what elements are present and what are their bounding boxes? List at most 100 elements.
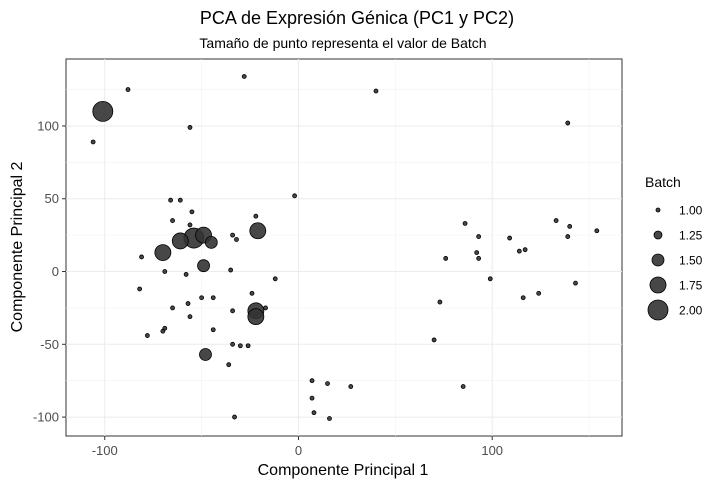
data-point: [507, 235, 513, 241]
data-point: [567, 223, 573, 229]
y-axis-ticks: -100 -50 0 50 100: [33, 118, 66, 425]
legend-title: Batch: [645, 174, 681, 190]
data-point: [210, 295, 216, 301]
y-tick-label: 0: [52, 264, 59, 279]
data-point: [245, 343, 251, 349]
data-point: [348, 384, 354, 389]
data-point: [325, 381, 330, 386]
data-point: [241, 74, 247, 79]
data-point: [228, 267, 234, 273]
data-point: [522, 247, 528, 253]
x-tick-label: 100: [481, 443, 503, 458]
data-point: [460, 384, 466, 389]
data-point: [373, 88, 379, 94]
data-points: [90, 74, 600, 421]
data-point: [516, 248, 522, 254]
data-point: [565, 234, 571, 239]
data-point: [187, 125, 193, 130]
data-point: [237, 343, 243, 349]
data-point: [160, 328, 166, 334]
data-point: [253, 213, 259, 219]
y-axis-title: Componente Principal 2: [9, 162, 26, 333]
data-point: [487, 276, 493, 282]
data-point: [185, 301, 191, 306]
y-tick-label: -50: [40, 337, 59, 352]
data-point: [536, 290, 542, 296]
x-tick-label: 0: [295, 443, 302, 458]
data-point: [171, 232, 189, 250]
legend-key: [653, 230, 663, 240]
data-point: [311, 410, 317, 416]
data-point: [230, 308, 236, 314]
data-point: [170, 218, 175, 223]
data-point: [139, 254, 144, 260]
data-point: [249, 290, 255, 296]
data-point: [520, 295, 526, 301]
data-point: [232, 414, 237, 420]
data-point: [189, 209, 195, 215]
plot-panel: [65, 58, 623, 437]
data-point: [199, 348, 212, 361]
data-point: [230, 232, 236, 238]
data-point: [443, 256, 449, 261]
y-tick-label: -100: [33, 410, 59, 425]
data-point: [170, 305, 175, 311]
x-axis-ticks: -100 0 100: [92, 436, 503, 458]
legend-label: 1.50: [679, 254, 703, 268]
data-point: [187, 222, 193, 228]
data-point: [476, 234, 482, 239]
data-point: [230, 341, 236, 347]
data-point: [474, 250, 480, 255]
y-tick-label: 100: [37, 118, 59, 133]
legend-key: [655, 207, 661, 213]
data-point: [437, 299, 443, 305]
data-point: [210, 327, 216, 333]
data-point: [204, 236, 218, 249]
legend-label: 2.00: [679, 304, 703, 318]
data-point: [125, 87, 131, 92]
grid: [66, 59, 622, 436]
chart-title: PCA de Expresión Génica (PC1 y PC2): [200, 8, 514, 28]
data-point: [168, 197, 174, 203]
legend: Batch 1.00 1.25 1.50 1.75 2.00: [645, 174, 703, 321]
legend-key: [649, 276, 667, 294]
y-tick-label: 50: [45, 191, 59, 206]
data-point: [309, 395, 315, 401]
legend-label: 1.25: [679, 229, 703, 243]
data-point: [573, 280, 578, 286]
chart-subtitle: Tamaño de punto representa el valor de B…: [199, 35, 486, 51]
x-tick-label: -100: [92, 443, 118, 458]
data-point: [553, 218, 559, 223]
data-point: [249, 222, 267, 240]
legend-key: [647, 299, 669, 321]
data-point: [565, 120, 571, 126]
data-point: [327, 416, 332, 421]
data-point: [247, 308, 265, 326]
data-point: [90, 139, 96, 145]
data-point: [162, 269, 168, 274]
data-point: [272, 276, 278, 282]
data-point: [154, 244, 172, 261]
data-point: [177, 197, 183, 203]
data-point: [183, 272, 189, 277]
data-point: [476, 256, 482, 261]
data-point: [187, 314, 193, 320]
data-point: [92, 101, 114, 122]
data-point: [594, 228, 600, 234]
data-point: [197, 259, 210, 273]
legend-label: 1.75: [679, 279, 703, 293]
data-point: [292, 193, 297, 199]
data-point: [309, 378, 315, 384]
data-point: [431, 337, 437, 343]
data-point: [462, 221, 468, 226]
data-point: [144, 333, 150, 338]
data-point: [199, 295, 205, 301]
legend-key: [651, 253, 665, 267]
x-axis-title: Componente Principal 1: [258, 462, 429, 479]
data-point: [234, 237, 239, 242]
legend-label: 1.00: [679, 204, 703, 218]
data-point: [137, 286, 143, 292]
data-point: [263, 305, 268, 311]
